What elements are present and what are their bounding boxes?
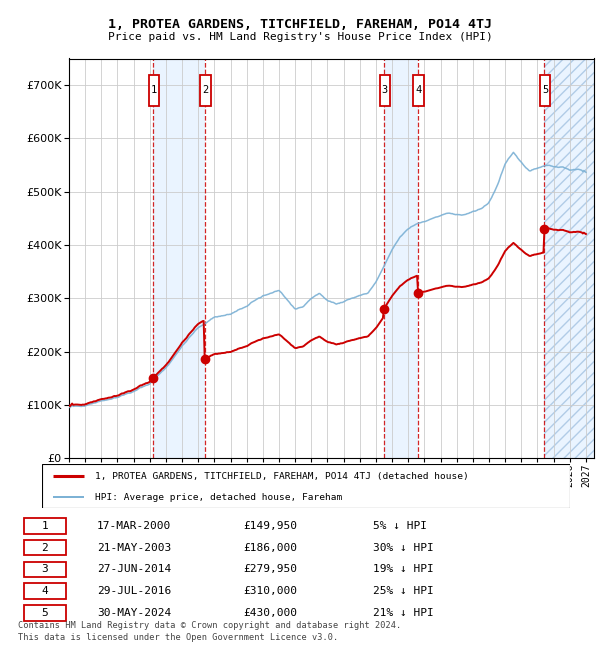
FancyBboxPatch shape <box>200 75 211 106</box>
Text: 2: 2 <box>41 543 48 552</box>
Text: 5: 5 <box>41 608 48 618</box>
Text: 1, PROTEA GARDENS, TITCHFIELD, FAREHAM, PO14 4TJ: 1, PROTEA GARDENS, TITCHFIELD, FAREHAM, … <box>108 18 492 31</box>
Text: 3: 3 <box>41 564 48 575</box>
Text: Price paid vs. HM Land Registry's House Price Index (HPI): Price paid vs. HM Land Registry's House … <box>107 32 493 42</box>
Text: 21% ↓ HPI: 21% ↓ HPI <box>373 608 434 618</box>
Text: 19% ↓ HPI: 19% ↓ HPI <box>373 564 434 575</box>
Text: £279,950: £279,950 <box>244 564 298 575</box>
Text: 27-JUN-2014: 27-JUN-2014 <box>97 564 171 575</box>
Text: 30-MAY-2024: 30-MAY-2024 <box>97 608 171 618</box>
Text: 21-MAY-2003: 21-MAY-2003 <box>97 543 171 552</box>
Text: 3: 3 <box>382 86 388 96</box>
Text: 1: 1 <box>151 86 157 96</box>
Text: 1, PROTEA GARDENS, TITCHFIELD, FAREHAM, PO14 4TJ (detached house): 1, PROTEA GARDENS, TITCHFIELD, FAREHAM, … <box>95 472 469 481</box>
Bar <box>153 58 205 458</box>
Bar <box>23 562 66 577</box>
Text: £310,000: £310,000 <box>244 586 298 596</box>
FancyBboxPatch shape <box>413 75 424 106</box>
Text: 1: 1 <box>41 521 48 530</box>
Bar <box>23 584 66 599</box>
Text: 25% ↓ HPI: 25% ↓ HPI <box>373 586 434 596</box>
FancyBboxPatch shape <box>540 75 550 106</box>
Text: 2: 2 <box>202 86 209 96</box>
Text: 4: 4 <box>416 86 422 96</box>
Text: 4: 4 <box>41 586 48 596</box>
Text: £430,000: £430,000 <box>244 608 298 618</box>
Text: 5% ↓ HPI: 5% ↓ HPI <box>373 521 427 530</box>
FancyBboxPatch shape <box>380 75 390 106</box>
Bar <box>23 518 66 534</box>
Text: 29-JUL-2016: 29-JUL-2016 <box>97 586 171 596</box>
Text: 17-MAR-2000: 17-MAR-2000 <box>97 521 171 530</box>
Bar <box>23 605 66 621</box>
Text: HPI: Average price, detached house, Fareham: HPI: Average price, detached house, Fare… <box>95 493 342 502</box>
Bar <box>384 58 418 458</box>
Text: £186,000: £186,000 <box>244 543 298 552</box>
Bar <box>544 58 594 458</box>
Bar <box>23 540 66 555</box>
Text: 5: 5 <box>542 86 548 96</box>
Text: 30% ↓ HPI: 30% ↓ HPI <box>373 543 434 552</box>
Text: Contains HM Land Registry data © Crown copyright and database right 2024.
This d: Contains HM Land Registry data © Crown c… <box>18 621 401 642</box>
Bar <box>544 58 594 458</box>
FancyBboxPatch shape <box>149 75 160 106</box>
Text: £149,950: £149,950 <box>244 521 298 530</box>
